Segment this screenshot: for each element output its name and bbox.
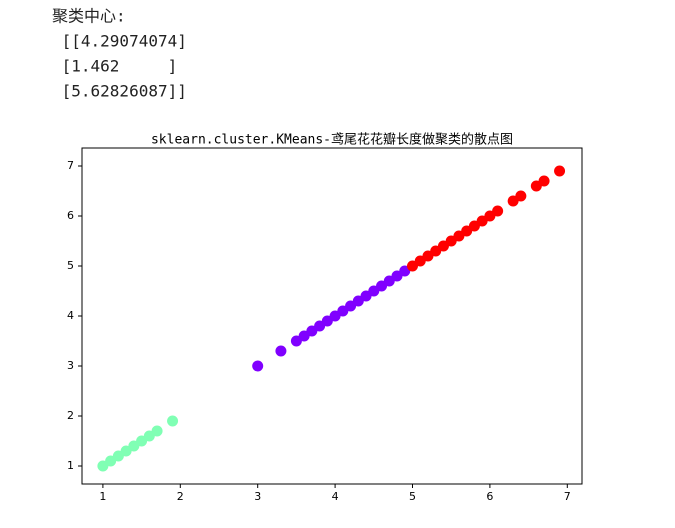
- y-tick-label: 5: [67, 259, 74, 272]
- output-line: [1.462 ]: [52, 57, 177, 76]
- point: [151, 425, 163, 437]
- point: [492, 205, 504, 217]
- x-tick-label: 2: [177, 490, 184, 503]
- x-tick-label: 4: [332, 490, 339, 503]
- x-tick-label: 5: [409, 490, 416, 503]
- point: [538, 175, 550, 187]
- y-tick-label: 6: [67, 209, 74, 222]
- y-tick-label: 3: [67, 359, 74, 372]
- x-tick-label: 3: [254, 490, 261, 503]
- point: [515, 190, 527, 202]
- point: [275, 345, 287, 357]
- output-line: 聚类中心:: [52, 7, 126, 26]
- chart-title: sklearn.cluster.KMeans-鸢尾花花瓣长度做聚类的散点图: [151, 132, 513, 148]
- point: [554, 165, 566, 177]
- output-line: [[4.29074074]: [52, 32, 187, 51]
- x-tick-label: 7: [564, 490, 571, 503]
- point: [167, 415, 179, 427]
- y-tick-label: 1: [67, 459, 74, 472]
- x-tick-label: 6: [486, 490, 493, 503]
- output-line: [5.62826087]]: [52, 82, 187, 101]
- y-tick-label: 7: [67, 159, 74, 172]
- y-tick-label: 2: [67, 409, 74, 422]
- x-tick-label: 1: [99, 490, 106, 503]
- point: [252, 360, 264, 372]
- y-tick-label: 4: [67, 309, 74, 322]
